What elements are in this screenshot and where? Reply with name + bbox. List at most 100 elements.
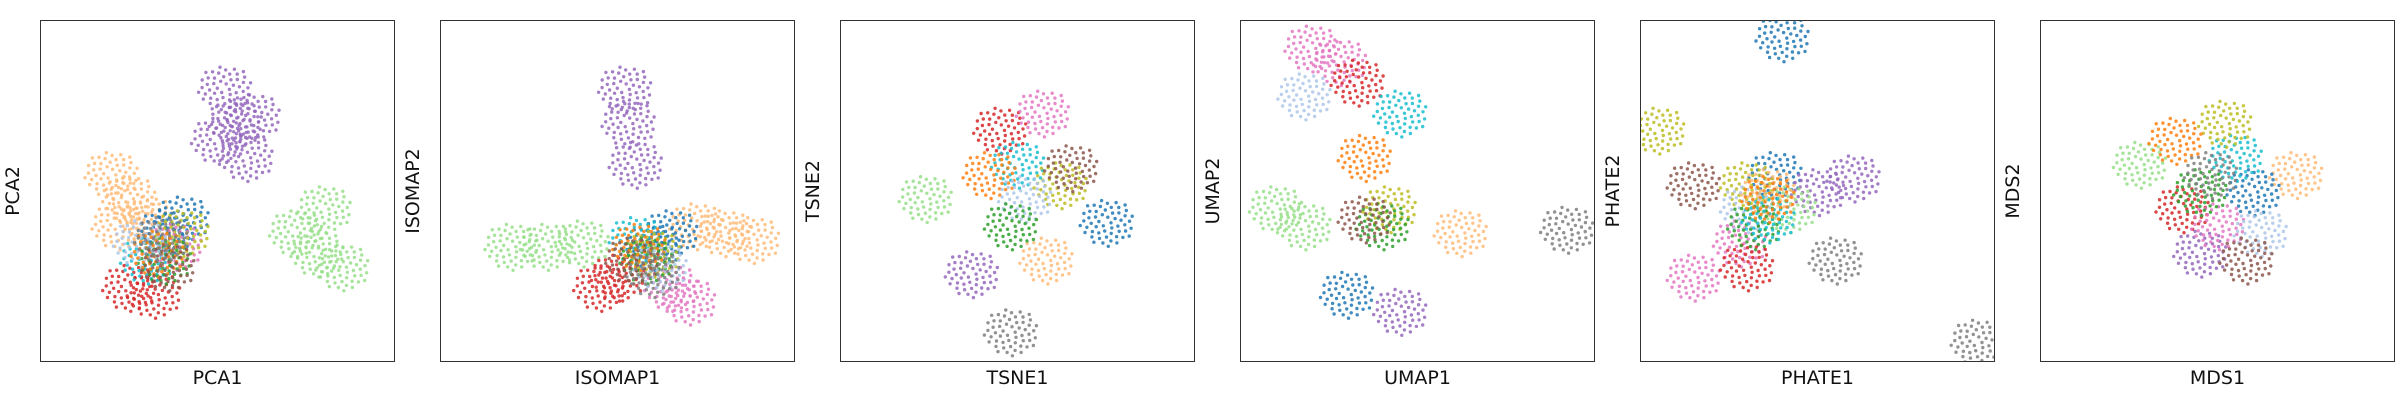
scatter-point [157, 215, 162, 220]
scatter-point [222, 129, 226, 133]
scatter-point [1413, 200, 1417, 205]
scatter-point [591, 244, 596, 249]
scatter-point [143, 211, 148, 216]
scatter-point [1589, 233, 1594, 237]
scatter-point [1006, 185, 1010, 190]
scatter-point [1463, 249, 1467, 253]
scatter-point [502, 260, 506, 265]
scatter-point [149, 202, 154, 206]
scatter-point [1810, 220, 1814, 225]
scatter-point [1834, 183, 1838, 187]
scatter-point [572, 251, 577, 256]
scatter-point [656, 283, 660, 287]
scatter-point [327, 242, 332, 246]
scatter-point [1375, 189, 1379, 194]
scatter-point [1088, 174, 1092, 178]
scatter-point [338, 273, 342, 278]
scatter-point [687, 233, 691, 237]
scatter-point [619, 137, 624, 141]
scatter-point [151, 236, 156, 241]
scatter-point [1017, 186, 1022, 190]
scatter-point [1054, 166, 1058, 171]
scatter-point [608, 286, 612, 290]
scatter-point [1071, 173, 1075, 177]
scatter-point [1726, 190, 1730, 194]
scatter-point [1340, 270, 1344, 275]
scatter-point [1742, 241, 1746, 245]
scatter-point [171, 222, 175, 227]
scatter-point [126, 273, 130, 277]
scatter-point [1034, 262, 1038, 266]
scatter-point [137, 306, 142, 310]
scatter-point [1282, 99, 1287, 103]
scatter-point [1294, 104, 1299, 109]
scatter-point [1807, 195, 1811, 199]
scatter-point [538, 228, 543, 233]
scatter-point [514, 245, 518, 249]
scatter-point [1826, 274, 1831, 278]
scatter-point [1286, 192, 1290, 196]
scatter-point [1050, 249, 1054, 253]
scatter-point [603, 254, 607, 259]
scatter-point [257, 105, 261, 109]
scatter-point [1035, 181, 1039, 186]
scatter-point [1770, 190, 1775, 194]
scatter-point [1828, 180, 1832, 184]
scatter-point [1350, 68, 1354, 73]
scatter-point [1830, 278, 1834, 283]
scatter-point [1059, 170, 1063, 174]
scatter-point [1109, 205, 1113, 210]
scatter-point [561, 246, 565, 250]
scatter-point [1701, 255, 1705, 259]
scatter-point [1044, 273, 1048, 277]
scatter-point [1772, 46, 1777, 50]
scatter-point [169, 225, 173, 229]
scatter-point [1304, 24, 1309, 28]
scatter-point [218, 65, 222, 69]
scatter-point [1059, 256, 1063, 260]
scatter-point [608, 101, 612, 106]
scatter-point [1379, 94, 1383, 99]
scatter-point [564, 253, 568, 257]
scatter-point [634, 143, 639, 147]
scatter-point [1368, 161, 1372, 165]
scatter-point [153, 284, 158, 289]
scatter-point [123, 306, 128, 310]
scatter-point [1282, 229, 1287, 233]
scatter-point [303, 190, 307, 194]
scatter-point [1666, 142, 1670, 147]
scatter-point [1383, 125, 1388, 130]
scatter-point [292, 239, 296, 243]
scatter-point [1551, 236, 1555, 241]
scatter-point [1368, 208, 1373, 212]
scatter-point [1374, 82, 1378, 87]
scatter-point [1377, 196, 1381, 200]
scatter-point [706, 209, 710, 213]
scatter-point [603, 92, 607, 96]
scatter-point [1459, 211, 1463, 216]
scatter-point [157, 249, 161, 254]
scatter-point [1285, 213, 1290, 217]
scatter-point [322, 260, 327, 264]
scatter-point [695, 295, 699, 299]
scatter-point [1376, 319, 1381, 324]
scatter-point [1749, 250, 1754, 254]
scatter-point [1349, 292, 1353, 297]
scatter-point [181, 198, 185, 202]
scatter-point [126, 204, 130, 208]
scatter-point [211, 116, 215, 121]
scatter-point [1014, 229, 1018, 233]
scatter-point [1692, 256, 1697, 260]
scatter-point [993, 178, 997, 182]
scatter-point [1004, 180, 1008, 184]
scatter-point [1003, 145, 1008, 149]
scatter-point [1063, 168, 1067, 172]
scatter-point [1267, 223, 1271, 227]
scatter-point [573, 257, 577, 261]
scatter-point [677, 265, 681, 270]
scatter-point [1862, 179, 1867, 184]
scatter-point [1849, 184, 1854, 189]
scatter-point [131, 221, 135, 226]
scatter-point [992, 173, 996, 177]
scatter-point [595, 289, 599, 293]
